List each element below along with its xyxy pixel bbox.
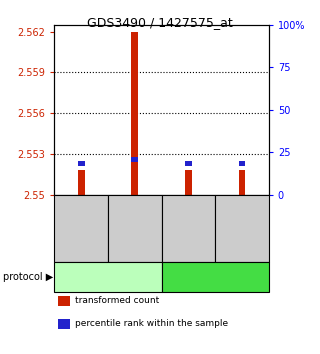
Text: GDS3490 / 1427575_at: GDS3490 / 1427575_at: [87, 16, 233, 29]
Bar: [185, 161, 192, 166]
Text: GSM310450: GSM310450: [130, 201, 139, 256]
Bar: [185, 170, 192, 195]
Text: GSM310452: GSM310452: [237, 201, 246, 256]
Bar: [131, 32, 138, 195]
Text: GSM310448: GSM310448: [77, 201, 86, 256]
Text: percentile rank within the sample: percentile rank within the sample: [75, 319, 228, 329]
Text: Deaf-1 deficiency: Deaf-1 deficiency: [178, 273, 253, 281]
Bar: [238, 170, 245, 195]
Text: protocol ▶: protocol ▶: [3, 272, 53, 282]
Bar: [78, 161, 85, 166]
Text: GSM310449: GSM310449: [184, 201, 193, 256]
Text: Deaf-1
overexpression: Deaf-1 overexpression: [75, 267, 141, 287]
Text: transformed count: transformed count: [75, 296, 159, 306]
Bar: [78, 170, 85, 195]
Bar: [131, 157, 138, 162]
Bar: [238, 161, 245, 166]
